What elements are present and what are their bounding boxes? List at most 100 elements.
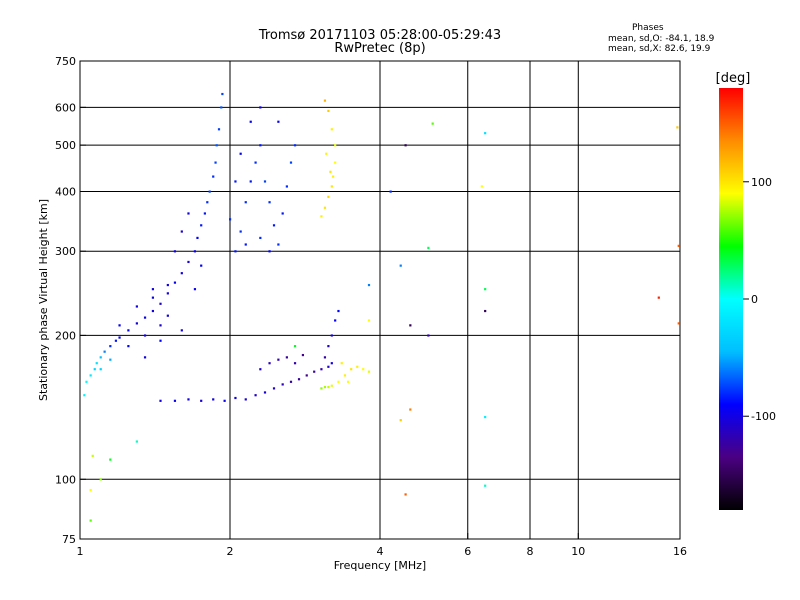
y-tick-label: 400 [55, 185, 76, 198]
data-point [118, 324, 121, 327]
data-point [135, 322, 138, 325]
data-point [356, 365, 359, 368]
data-point [223, 399, 226, 402]
data-point [676, 126, 679, 129]
data-point [200, 224, 203, 227]
data-point [212, 175, 215, 178]
data-point [206, 201, 209, 204]
data-point [327, 195, 330, 198]
data-point [323, 385, 327, 389]
data-point [289, 161, 293, 164]
data-point [362, 368, 365, 371]
data-point [173, 399, 177, 402]
data-point [200, 264, 203, 267]
data-point [91, 454, 94, 457]
data-point [151, 288, 155, 291]
data-point [389, 190, 392, 193]
data-point [217, 128, 221, 131]
data-point [220, 106, 223, 109]
y-tick-label: 600 [55, 101, 76, 114]
data-point [187, 260, 190, 264]
data-point [214, 161, 217, 164]
data-point [334, 161, 337, 164]
data-point [327, 109, 330, 113]
data-point [143, 356, 147, 359]
data-point [166, 283, 169, 287]
data-point [334, 144, 337, 147]
data-point [259, 368, 262, 371]
data-point [259, 106, 262, 109]
data-point [277, 358, 280, 361]
data-point [484, 132, 487, 135]
data-point [89, 374, 92, 377]
data-point [143, 334, 147, 337]
data-point [193, 250, 197, 253]
data-point [263, 180, 267, 183]
data-point [159, 399, 162, 402]
data-point [323, 356, 327, 359]
data-point [268, 201, 271, 204]
data-point [83, 394, 86, 397]
x-tick-label: 4 [377, 545, 384, 558]
data-point [293, 345, 297, 348]
data-point [143, 316, 147, 319]
data-point [99, 478, 102, 481]
data-point [187, 398, 190, 401]
data-point [208, 190, 211, 193]
data-point [427, 246, 430, 249]
data-point [330, 185, 333, 188]
data-point [180, 329, 183, 332]
data-point [234, 180, 237, 183]
data-point [301, 353, 305, 357]
data-point [173, 281, 177, 284]
data-point [249, 120, 252, 123]
data-point [677, 322, 680, 325]
phase-stats-o: mean, sd,O: -84.1, 18.9 [608, 34, 715, 44]
x-tick-label: 8 [527, 545, 534, 558]
data-point [330, 128, 333, 131]
data-point [337, 380, 340, 383]
data-point [268, 250, 271, 253]
data-point [320, 368, 323, 371]
data-point [180, 230, 183, 233]
y-tick-label: 100 [55, 473, 76, 486]
data-point [109, 358, 112, 361]
data-point [244, 398, 247, 401]
data-point [254, 161, 257, 164]
data-point [234, 250, 237, 253]
data-point [89, 488, 92, 492]
data-point [203, 212, 206, 215]
data-point [484, 415, 487, 419]
data-point [151, 296, 155, 299]
colorbar-tick-label: 0 [751, 293, 758, 306]
x-tick-label: 2 [227, 545, 234, 558]
data-point [234, 396, 237, 400]
data-point [289, 380, 293, 383]
data-point [409, 408, 412, 411]
data-point [159, 339, 162, 342]
data-point [277, 120, 280, 123]
data-point [285, 356, 288, 359]
data-point [367, 283, 371, 287]
data-point [187, 212, 190, 215]
data-point [114, 339, 118, 342]
data-point [135, 440, 138, 443]
data-point [118, 336, 121, 339]
data-point [320, 387, 323, 390]
data-point [103, 350, 106, 353]
data-point [259, 236, 262, 240]
data-point [193, 288, 197, 291]
data-point [325, 152, 328, 155]
data-point [159, 302, 162, 305]
data-point [173, 250, 177, 253]
data-point [399, 419, 402, 422]
data-point [327, 385, 330, 389]
data-point [127, 345, 130, 348]
y-tick-label: 750 [55, 55, 76, 68]
data-point [297, 378, 301, 381]
data-point [239, 152, 242, 155]
data-point [99, 368, 102, 371]
y-tick-label: 75 [62, 533, 76, 546]
colorbar-tick-label: 100 [751, 176, 772, 189]
data-point [93, 368, 96, 371]
